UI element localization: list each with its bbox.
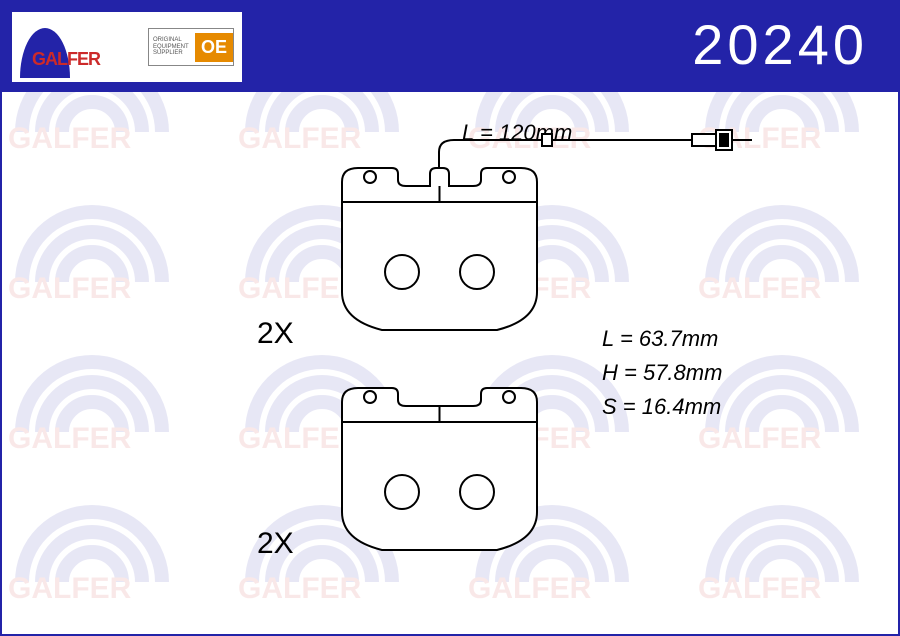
logo-block: GALFER ORIGINAL EQUIPMENT SUPPLIER OE xyxy=(12,12,242,82)
dimensions-block: L = 63.7mm H = 57.8mm S = 16.4mm xyxy=(602,322,722,424)
header-bar: GALFER ORIGINAL EQUIPMENT SUPPLIER OE 20… xyxy=(2,2,898,92)
brake-pad-1 xyxy=(332,162,547,342)
pad1-quantity: 2X xyxy=(257,317,294,351)
diagram-content: L = 120mm 2X xyxy=(2,92,898,634)
dim-H: H = 57.8mm xyxy=(602,356,722,390)
oe-badge-mark: OE xyxy=(195,33,233,62)
oe-badge: ORIGINAL EQUIPMENT SUPPLIER OE xyxy=(148,28,234,66)
galfer-logo: GALFER xyxy=(20,22,140,72)
galfer-brand-text: GALFER xyxy=(32,49,100,70)
part-number: 20240 xyxy=(692,12,868,77)
pad2-quantity: 2X xyxy=(257,527,294,561)
dim-S: S = 16.4mm xyxy=(602,390,722,424)
brake-pad-2 xyxy=(332,382,547,562)
diagram-frame: GALFER GALFER ORIGINAL EQUIPMENT SUPPLIE… xyxy=(0,0,900,636)
dim-L: L = 63.7mm xyxy=(602,322,722,356)
oe-badge-text: ORIGINAL EQUIPMENT SUPPLIER xyxy=(149,34,195,60)
